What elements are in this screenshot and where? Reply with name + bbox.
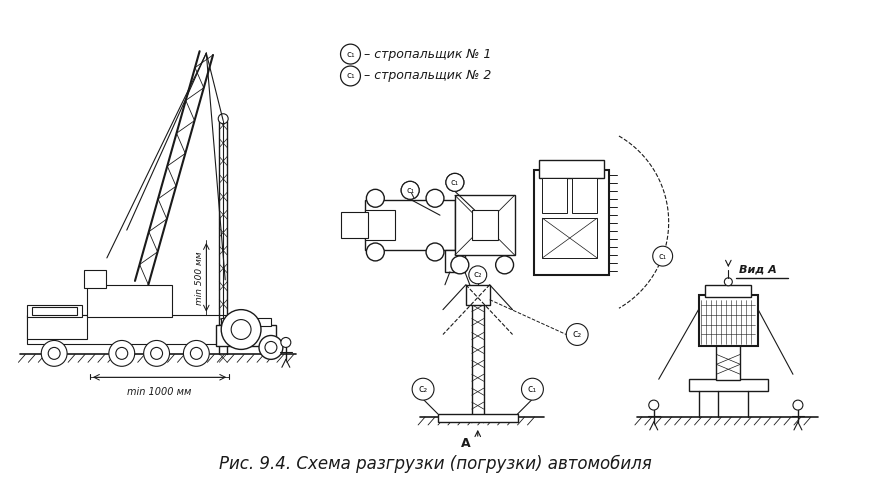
Circle shape xyxy=(280,337,291,348)
Bar xyxy=(366,200,455,250)
Circle shape xyxy=(259,335,283,359)
Bar xyxy=(27,315,87,339)
Bar xyxy=(32,307,77,315)
Text: c₁: c₁ xyxy=(658,252,666,261)
Circle shape xyxy=(402,181,419,199)
Bar xyxy=(543,218,598,258)
Bar xyxy=(706,285,751,297)
Circle shape xyxy=(469,266,487,284)
Bar xyxy=(366,210,395,240)
Bar xyxy=(341,212,368,238)
Circle shape xyxy=(566,324,588,346)
Text: c₁: c₁ xyxy=(346,72,354,81)
Circle shape xyxy=(426,190,444,207)
Bar xyxy=(689,379,768,391)
Bar xyxy=(27,304,82,317)
Text: c₂: c₂ xyxy=(572,329,582,339)
Bar xyxy=(87,285,172,317)
Circle shape xyxy=(652,246,672,266)
Circle shape xyxy=(367,190,384,207)
Circle shape xyxy=(451,256,469,274)
Circle shape xyxy=(496,256,514,274)
Bar xyxy=(699,295,758,347)
Text: c₂: c₂ xyxy=(474,271,482,279)
Circle shape xyxy=(793,400,803,410)
Bar xyxy=(445,250,465,272)
Circle shape xyxy=(341,66,361,86)
Bar xyxy=(472,210,497,240)
Circle shape xyxy=(184,340,209,366)
Bar xyxy=(438,414,517,422)
Bar xyxy=(535,170,609,275)
Text: c₂: c₂ xyxy=(418,384,428,394)
Bar xyxy=(84,270,106,288)
Circle shape xyxy=(144,340,170,366)
Bar xyxy=(572,178,598,213)
Bar xyxy=(717,345,740,380)
Bar xyxy=(221,318,271,326)
Circle shape xyxy=(109,340,135,366)
Text: c₁: c₁ xyxy=(451,178,459,187)
Circle shape xyxy=(221,310,261,350)
Circle shape xyxy=(446,173,464,191)
Bar xyxy=(466,285,490,304)
Circle shape xyxy=(341,44,361,64)
Text: – стропальщик № 1: – стропальщик № 1 xyxy=(364,48,492,60)
Circle shape xyxy=(426,243,444,261)
Bar xyxy=(455,195,515,255)
Circle shape xyxy=(412,378,434,400)
Circle shape xyxy=(649,400,658,410)
Text: Рис. 9.4. Схема разгрузки (погрузки) автомобиля: Рис. 9.4. Схема разгрузки (погрузки) авт… xyxy=(219,455,652,473)
Text: А: А xyxy=(461,437,470,450)
Text: Вид А: Вид А xyxy=(739,265,777,275)
Bar xyxy=(216,325,276,347)
Circle shape xyxy=(367,243,384,261)
Circle shape xyxy=(522,378,544,400)
Circle shape xyxy=(725,278,733,286)
Circle shape xyxy=(41,340,67,366)
Bar xyxy=(539,161,604,178)
Bar xyxy=(543,178,567,213)
Circle shape xyxy=(402,181,419,199)
Circle shape xyxy=(446,173,464,191)
Text: min 500 мм: min 500 мм xyxy=(195,251,205,304)
Text: min 1000 мм: min 1000 мм xyxy=(127,387,192,397)
Circle shape xyxy=(219,114,228,124)
Text: c₁: c₁ xyxy=(406,186,414,195)
Text: c₁: c₁ xyxy=(528,384,537,394)
Text: c₁: c₁ xyxy=(346,50,354,58)
Bar xyxy=(27,315,236,345)
Text: – стропальщик № 2: – стропальщик № 2 xyxy=(364,69,492,82)
